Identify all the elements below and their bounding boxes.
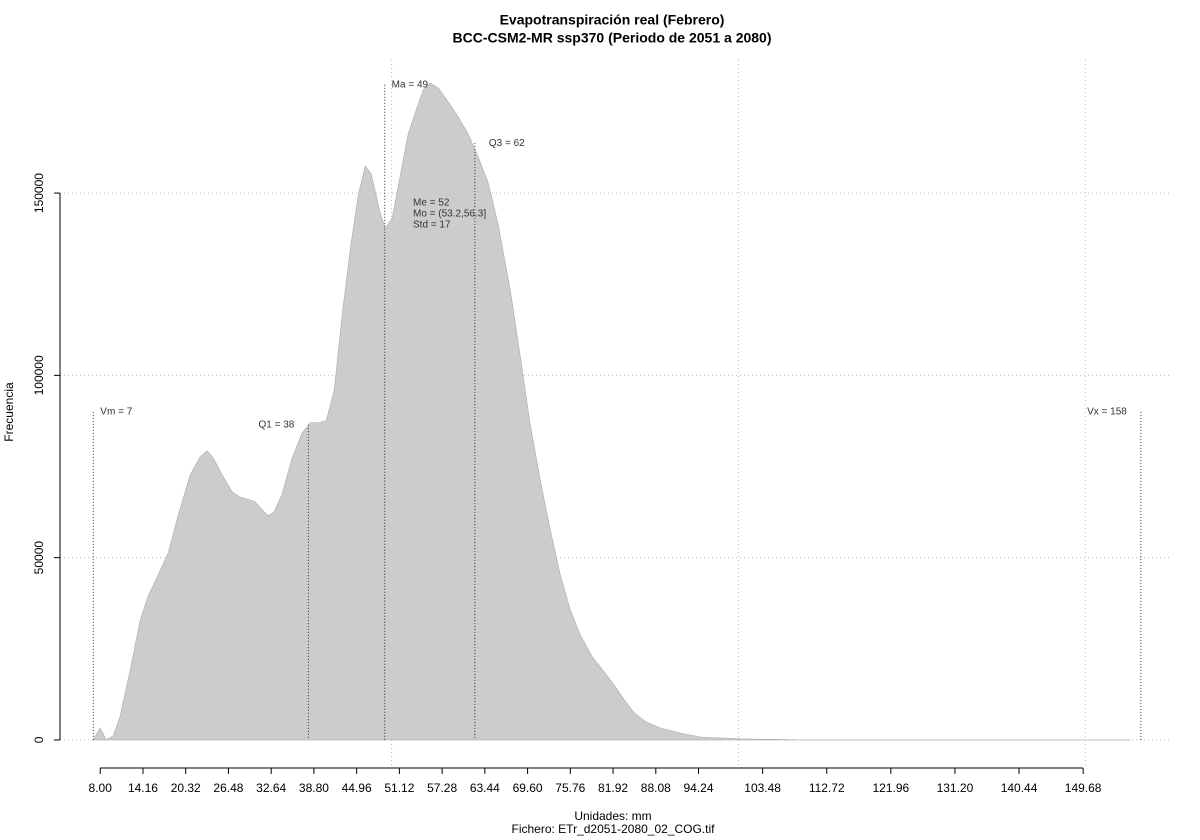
x-tick-label: 112.72 (809, 781, 845, 795)
x-tick-label: 8.00 (89, 781, 113, 795)
caption: Fichero: ETr_d2051-2080_02_COG.tif (512, 822, 716, 836)
stat-label: Mo = (53.2,56.3] (413, 209, 486, 220)
y-tick-label: 0 (32, 736, 46, 743)
x-tick-label: 44.96 (342, 781, 372, 795)
x-tick-label: 57.28 (427, 781, 457, 795)
x-tick-label: 121.96 (872, 781, 909, 795)
x-tick-label: 140.44 (1001, 781, 1038, 795)
x-tick-label: 75.76 (555, 781, 585, 795)
y-tick-label: 50000 (32, 541, 46, 575)
chart-title: Evapotranspiración real (Febrero) (500, 12, 725, 28)
x-tick-label: 81.92 (598, 781, 628, 795)
x-tick-label: 88.08 (641, 781, 671, 795)
marker-label: Ma = 49 (392, 79, 429, 90)
x-tick-label: 32.64 (256, 781, 286, 795)
x-tick-label: 26.48 (213, 781, 243, 795)
chart-subtitle: BCC-CSM2-MR ssp370 (Periodo de 2051 a 20… (453, 30, 772, 46)
stat-label: Std = 17 (413, 220, 451, 231)
marker-label: Q1 = 38 (259, 420, 295, 431)
x-tick-label: 63.44 (470, 781, 500, 795)
x-tick-label: 94.24 (684, 781, 714, 795)
x-tick-label: 20.32 (171, 781, 201, 795)
stat-label: Me = 52 (413, 198, 450, 209)
x-tick-label: 51.12 (384, 781, 414, 795)
marker-label: Q3 = 62 (489, 138, 525, 149)
x-tick-label: 38.80 (299, 781, 329, 795)
x-axis-title: Unidades: mm (574, 809, 651, 823)
marker-label: Vm = 7 (100, 406, 132, 417)
x-tick-label: 14.16 (128, 781, 158, 795)
x-tick-label: 149.68 (1065, 781, 1102, 795)
y-axis-title: Frecuencia (2, 382, 16, 442)
x-tick-label: 103.48 (744, 781, 781, 795)
area (92, 82, 1131, 741)
marker-label: Vx = 158 (1087, 406, 1127, 417)
x-tick-label: 131.20 (937, 781, 974, 795)
y-tick-label: 150000 (32, 173, 46, 213)
y-tick-label: 100000 (32, 355, 46, 395)
x-tick-label: 69.60 (513, 781, 543, 795)
